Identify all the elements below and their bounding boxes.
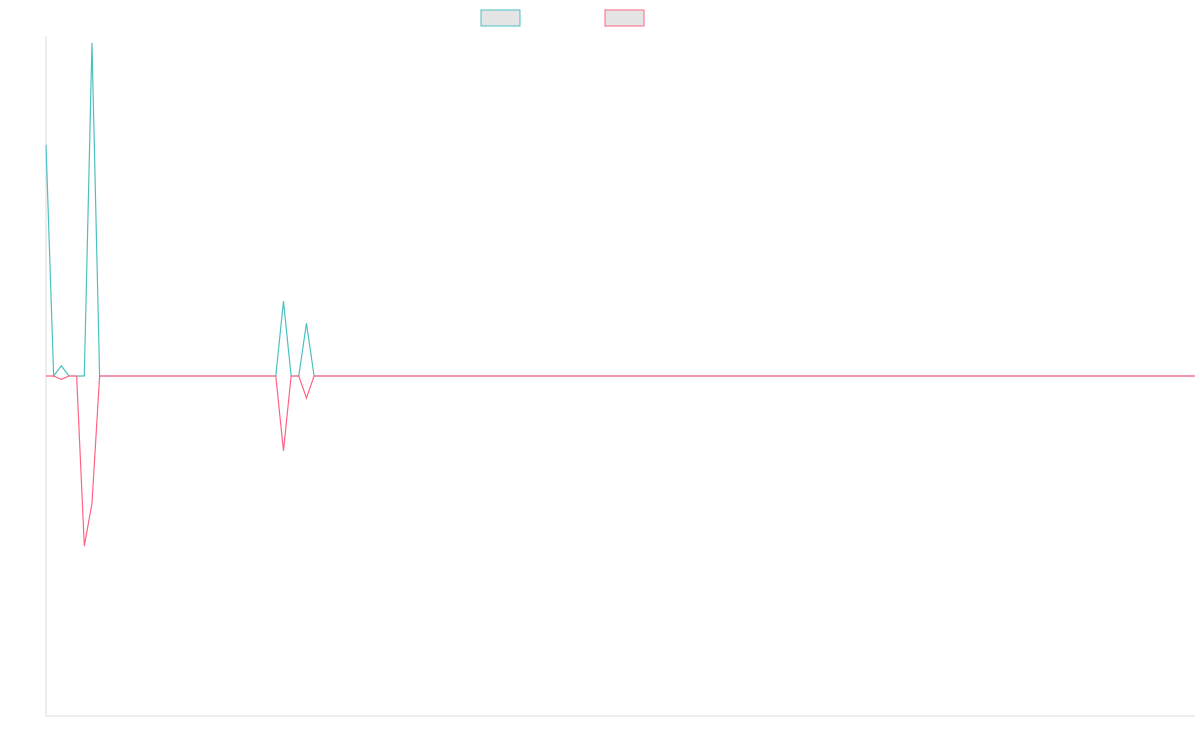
legend-swatch-2	[604, 9, 645, 27]
legend-swatch-1	[480, 9, 521, 27]
legend	[480, 9, 645, 27]
series-line-2	[46, 375, 1195, 547]
series-layer	[45, 42, 1195, 547]
series-line-1	[45, 42, 1195, 378]
